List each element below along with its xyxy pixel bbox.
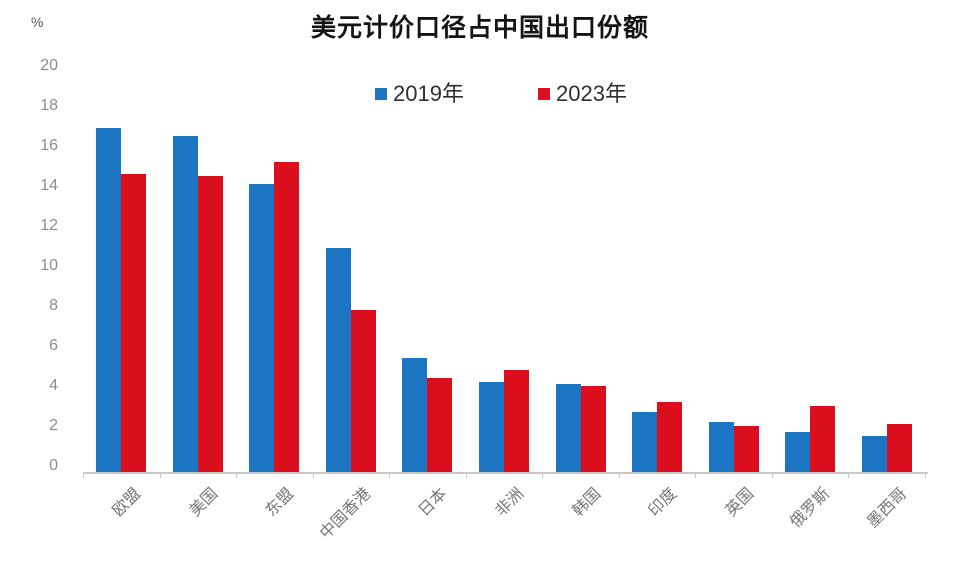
y-tick-label: 14 (40, 177, 58, 194)
category-label: 墨西哥 (864, 485, 911, 532)
x-axis-line (83, 472, 928, 474)
legend-label-2023: 2023年 (556, 81, 627, 106)
category-label: 俄罗斯 (787, 485, 834, 532)
category-label: 非洲 (492, 485, 528, 520)
legend-swatch-2019-icon (375, 88, 387, 100)
category-label: 东盟 (263, 485, 298, 520)
y-tick-label: 20 (40, 57, 58, 74)
bar-2023年-欧盟 (121, 174, 146, 472)
category-label: 中国香港 (316, 485, 375, 543)
x-axis-tick-icon (236, 474, 237, 478)
bar-2019年-韩国 (556, 384, 581, 472)
bar-2023年-韩国 (581, 386, 606, 472)
chart-title: 美元计价口径占中国出口份额 (310, 15, 649, 42)
category-label: 美国 (186, 485, 222, 520)
category-label: 欧盟 (109, 485, 145, 520)
x-axis-tick-icon (772, 474, 773, 478)
bar-2019年-美国 (173, 136, 198, 472)
bar-2023年-美国 (198, 176, 223, 472)
legend-item-2023: 2023年 (538, 82, 627, 106)
bar-2019年-中国香港 (326, 248, 351, 472)
bar-2023年-俄罗斯 (810, 406, 835, 472)
bar-2023年-墨西哥 (887, 424, 912, 472)
bar-2019年-东盟 (249, 184, 274, 472)
y-tick-label: 12 (40, 217, 58, 234)
y-tick-label: 16 (40, 137, 58, 154)
bar-2019年-欧盟 (96, 128, 121, 472)
legend-swatch-2023-icon (538, 88, 550, 100)
bar-2023年-英国 (734, 426, 759, 472)
bar-2019年-俄罗斯 (785, 432, 810, 472)
y-tick-label: 8 (49, 297, 58, 314)
category-label: 英国 (722, 485, 757, 520)
category-label: 韩国 (569, 485, 604, 520)
x-axis-tick-icon (313, 474, 314, 478)
x-axis-tick-icon (466, 474, 467, 478)
bar-2019年-英国 (709, 422, 734, 472)
legend-item-2019: 2019年 (375, 82, 464, 106)
bar-2019年-非洲 (479, 382, 504, 472)
y-tick-label: 10 (40, 257, 58, 274)
x-axis-tick-icon (695, 474, 696, 478)
x-axis-tick-icon (619, 474, 620, 478)
bar-2019年-日本 (402, 358, 427, 472)
x-axis-tick-icon (389, 474, 390, 478)
y-tick-label: 18 (40, 97, 58, 114)
legend-label-2019: 2019年 (393, 81, 464, 106)
category-label: 印度 (645, 485, 681, 520)
bar-2023年-中国香港 (351, 310, 376, 472)
x-axis-tick-icon (160, 474, 161, 478)
bar-2023年-日本 (427, 378, 452, 472)
x-axis-tick-icon (848, 474, 849, 478)
x-axis-tick-icon (83, 474, 84, 478)
category-label: 日本 (416, 485, 451, 520)
x-axis-tick-icon (542, 474, 543, 478)
y-tick-label: 0 (49, 457, 58, 474)
bar-2023年-东盟 (274, 162, 299, 472)
y-axis-unit-label: % (31, 14, 44, 30)
bar-2023年-非洲 (504, 370, 529, 472)
bar-2019年-印度 (632, 412, 657, 472)
x-axis-tick-icon (925, 474, 926, 478)
bar-2023年-印度 (657, 402, 682, 472)
y-tick-label: 4 (49, 377, 58, 394)
bar-2019年-墨西哥 (862, 436, 887, 472)
y-tick-label: 2 (49, 417, 58, 434)
y-tick-label: 6 (49, 337, 58, 354)
